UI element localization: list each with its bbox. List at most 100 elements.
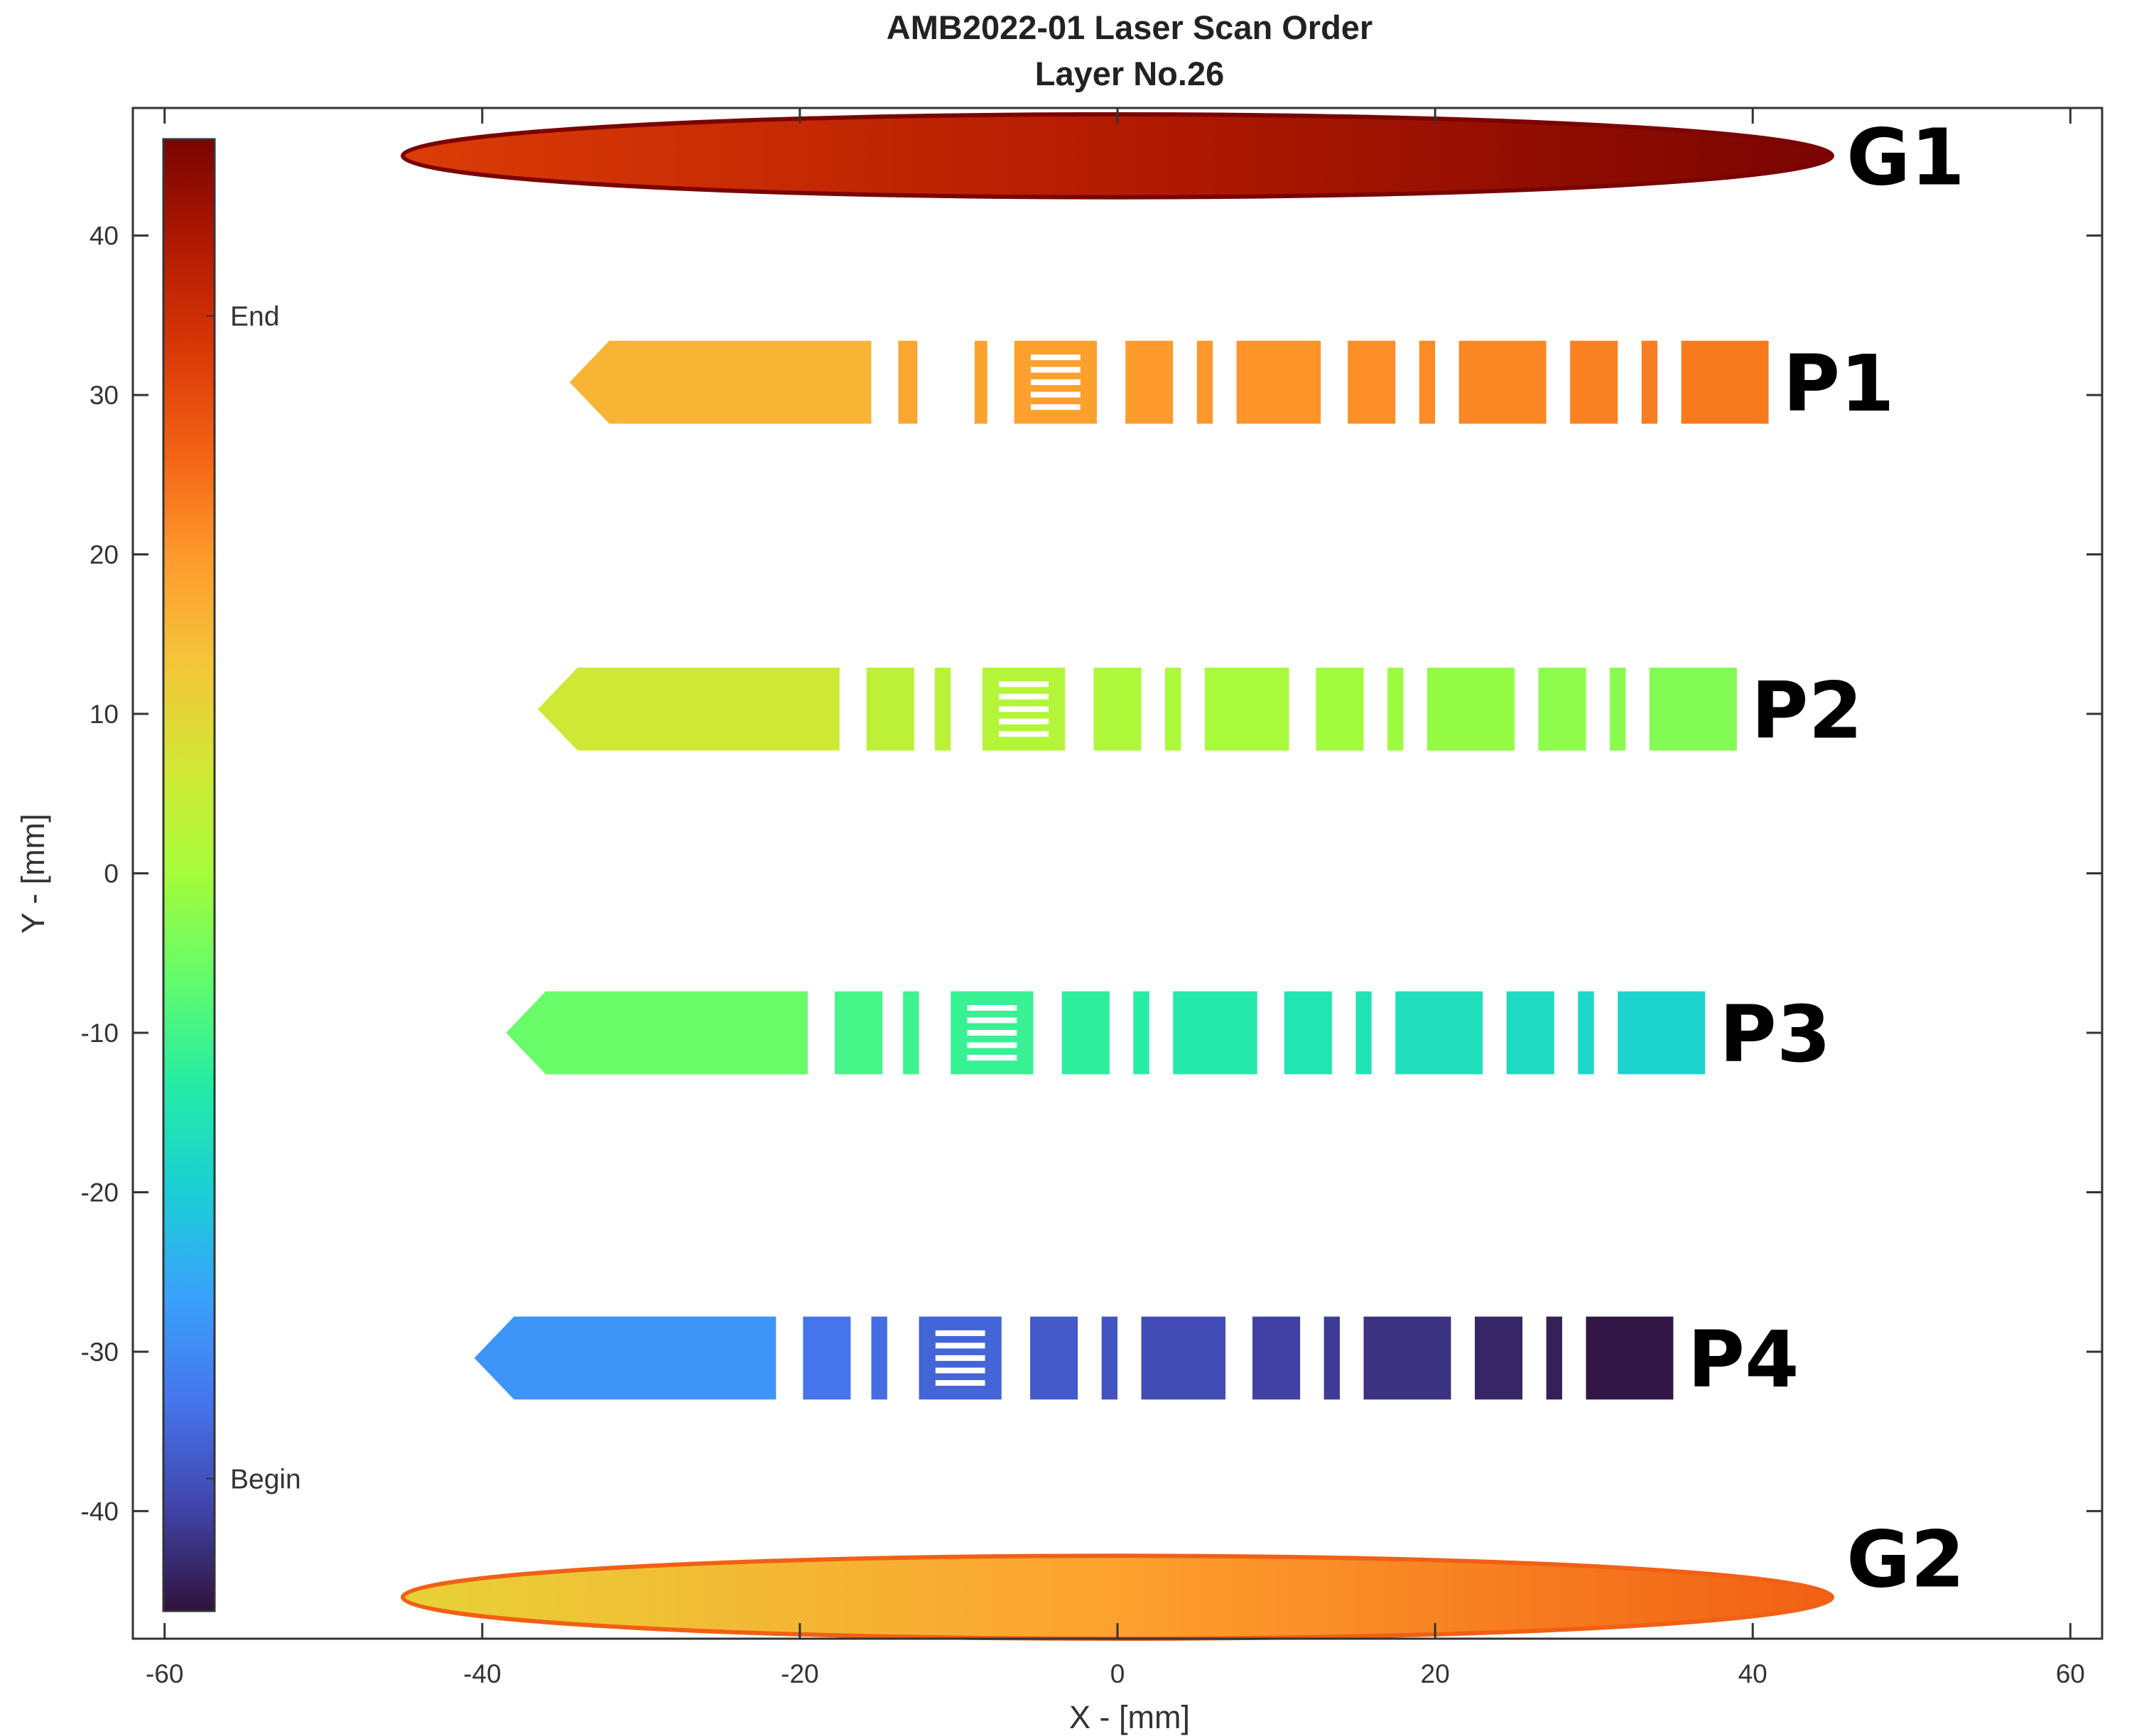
part-segment (1618, 991, 1706, 1075)
part-segment (1610, 667, 1626, 751)
part-segment (974, 340, 987, 424)
y-tick-label: -20 (81, 1178, 119, 1207)
grid-slot (967, 1054, 1017, 1060)
colorbar-label: End (230, 302, 279, 332)
grid-slot (935, 1367, 985, 1374)
part-segment (1506, 991, 1554, 1075)
x-tick-label: 20 (1421, 1659, 1450, 1688)
part-label: P3 (1719, 989, 1831, 1080)
part-segment (1125, 340, 1174, 424)
grid-slot (1030, 367, 1081, 373)
y-tick-label: 20 (90, 541, 119, 570)
y-tick-label: 40 (90, 222, 119, 251)
part-segment (569, 340, 872, 424)
grid-slot (967, 1029, 1017, 1036)
y-tick-label: -30 (81, 1338, 119, 1367)
part-segment (1681, 340, 1769, 424)
gauge-g1: G1 (401, 112, 1965, 202)
part-segment (1538, 667, 1586, 751)
part-segment (1133, 991, 1149, 1075)
part-segment (1030, 1316, 1078, 1400)
grid-slot (967, 1004, 1017, 1011)
part-segment (1348, 340, 1396, 424)
part-segment (1093, 667, 1142, 751)
part-segment (1419, 340, 1436, 424)
colorbar-gradient (162, 138, 216, 1612)
part-segment (1355, 991, 1372, 1075)
x-axis-label: X - [mm] (1069, 1699, 1190, 1735)
grid-slot (999, 718, 1049, 725)
x-tick-label: -60 (146, 1659, 183, 1688)
y-tick-label: -40 (81, 1497, 119, 1526)
part-segment (538, 667, 840, 751)
part-segment (803, 1316, 851, 1400)
part-p2: P2 (538, 665, 1863, 756)
part-segment (1427, 667, 1515, 751)
part-segment (1641, 340, 1658, 424)
part-segment (934, 667, 951, 751)
part-segment (1649, 667, 1737, 751)
part-segment (1387, 667, 1404, 751)
y-axis-label: Y - [mm] (15, 813, 51, 933)
part-segment (1458, 340, 1547, 424)
part-segment (1474, 1316, 1523, 1400)
grid-slot (967, 1042, 1017, 1048)
part-segment (1323, 1316, 1340, 1400)
part-p3: P3 (506, 989, 1831, 1080)
x-tick-label: -20 (781, 1659, 818, 1688)
part-segment (1546, 1316, 1562, 1400)
grid-slot (999, 706, 1049, 712)
y-axis: -40 -30 -20 -10 0 10 20 30 40 (81, 222, 2102, 1526)
y-tick-label: -10 (81, 1019, 119, 1048)
part-p4: P4 (474, 1314, 1799, 1405)
grid-slot (1030, 379, 1081, 386)
part-segment (871, 1316, 887, 1400)
x-tick-label: 40 (1738, 1659, 1768, 1688)
grid-slot (935, 1330, 985, 1336)
colorbar-label: Begin (230, 1465, 301, 1495)
grid-slot (999, 731, 1049, 737)
part-segment (1284, 991, 1332, 1075)
part-label: P2 (1751, 665, 1863, 756)
part-segment (1173, 991, 1257, 1075)
grid-slot (1030, 404, 1081, 411)
x-axis: -60 -40 -20 0 20 40 60 (146, 108, 2085, 1688)
part-p1: P1 (569, 338, 1895, 429)
part-segment (1061, 991, 1110, 1075)
grid-slot (1030, 391, 1081, 398)
part-segment (1196, 340, 1213, 424)
gauge-ellipse (401, 112, 1834, 200)
part-segment (1570, 340, 1618, 424)
plot-marks: P1 P2 P3 P4 G1 G2 (401, 112, 1965, 1642)
part-segment (506, 991, 808, 1075)
part-segment (1395, 991, 1483, 1075)
gauge-g2: G2 (401, 1514, 1965, 1642)
grid-slot (999, 693, 1049, 700)
grid-slot (935, 1342, 985, 1349)
part-segment (1101, 1316, 1117, 1400)
grid-slot (935, 1379, 985, 1386)
part-segment (1252, 1316, 1301, 1400)
grid-slot (967, 1017, 1017, 1024)
part-segment (1204, 667, 1289, 751)
grid-slot (1030, 354, 1081, 361)
part-segment (1141, 1316, 1226, 1400)
part-segment (1578, 991, 1594, 1075)
x-tick-label: 0 (1110, 1659, 1125, 1688)
part-label: P4 (1687, 1314, 1799, 1405)
grid-slot (935, 1355, 985, 1361)
part-segment (1586, 1316, 1674, 1400)
part-segment (903, 991, 919, 1075)
colorbar: End Begin (162, 138, 301, 1612)
part-segment (835, 991, 883, 1075)
part-segment (866, 667, 914, 751)
part-segment (1236, 340, 1321, 424)
y-tick-label: 0 (104, 859, 119, 889)
x-tick-label: 60 (2056, 1659, 2085, 1688)
part-segment (474, 1316, 776, 1400)
chart-title: AMB2022-01 Laser Scan Order (887, 9, 1373, 46)
part-segment (1363, 1316, 1451, 1400)
y-tick-label: 30 (90, 381, 119, 410)
